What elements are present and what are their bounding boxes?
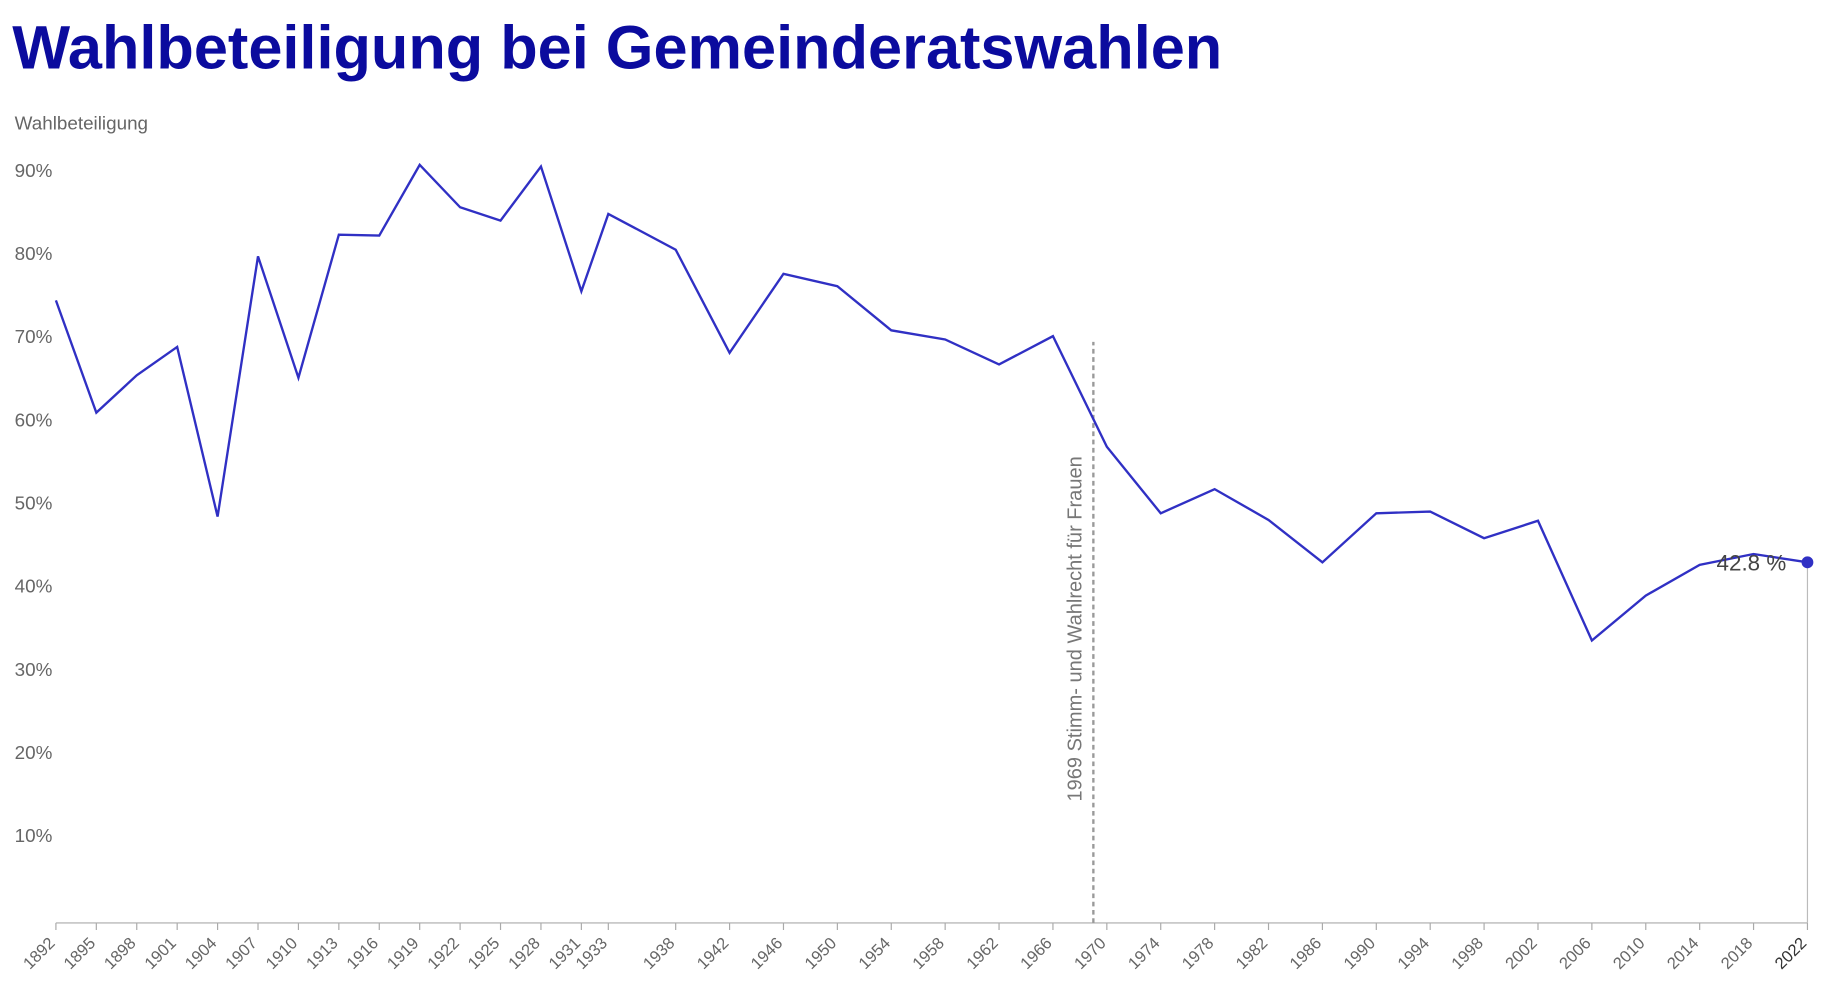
x-tick-label: 1954: [855, 934, 894, 973]
x-tick-label: 1938: [640, 934, 679, 973]
y-axis-label: Wahlbeteiligung: [15, 113, 148, 134]
x-tick-label: 1998: [1448, 934, 1487, 973]
value-label: 42.8 %: [1717, 551, 1787, 576]
x-tick-label: 1919: [384, 934, 423, 973]
x-tick-label: 2006: [1556, 934, 1595, 973]
annotation-text: 1969 Stimm- und Wahlrecht für Frauen: [1065, 456, 1087, 801]
chart-title: Wahlbeteiligung bei Gemeinderatswahlen: [12, 13, 1222, 81]
x-tick-label: 1942: [694, 934, 733, 973]
x-tick-label: 2002: [1502, 934, 1541, 973]
x-tick-label: 1910: [263, 934, 302, 973]
x-tick-label: 1974: [1125, 934, 1164, 973]
y-tick-label: 80%: [15, 243, 53, 264]
x-tick-label: 2010: [1610, 934, 1649, 973]
x-tick-label: 1901: [141, 934, 180, 973]
y-tick-label: 50%: [15, 493, 53, 514]
y-tick-label: 60%: [15, 409, 53, 430]
x-tick-label: 1916: [343, 934, 382, 973]
x-tick-label: 1922: [424, 934, 463, 973]
x-tick-label: 1990: [1340, 934, 1379, 973]
y-tick-label: 20%: [15, 742, 53, 763]
y-tick-label: 40%: [15, 576, 53, 597]
x-tick-label: 1970: [1071, 934, 1110, 973]
x-tick-label: 1895: [60, 934, 99, 973]
x-tick-label: 1978: [1179, 934, 1218, 973]
x-tick-label: 1913: [303, 934, 342, 973]
x-tick-label: 1982: [1233, 934, 1272, 973]
point: [1801, 556, 1814, 569]
x-tick-label: 1892: [20, 934, 59, 973]
x-tick-label: 2018: [1718, 934, 1757, 973]
x-tick-label: 1994: [1394, 934, 1433, 973]
x-tick-label: 1907: [222, 934, 261, 973]
y-tick-label: 70%: [15, 326, 53, 347]
x-tick-label: 1950: [802, 934, 841, 973]
x-tick-label: 1966: [1017, 934, 1056, 973]
y-tick-label: 10%: [15, 825, 53, 846]
line: [54, 162, 1808, 643]
x-tick-label: 1904: [182, 934, 221, 973]
y-tick-label: 30%: [15, 659, 53, 680]
y-tick-label: 90%: [15, 160, 53, 181]
x-tick-label: 1898: [101, 934, 140, 973]
x-tick-label: 1962: [963, 934, 1002, 973]
x-tick-label: 1946: [748, 934, 787, 973]
x-tick-label: 1986: [1287, 934, 1326, 973]
x-tick-label: 1933: [572, 934, 611, 973]
x-tick-label: 2022: [1772, 934, 1811, 973]
x-tick-label: 1928: [505, 934, 544, 973]
x-tick-label: 1958: [909, 934, 948, 973]
x-tick-label: 1925: [465, 934, 504, 973]
x-tick-label: 2014: [1664, 934, 1703, 973]
